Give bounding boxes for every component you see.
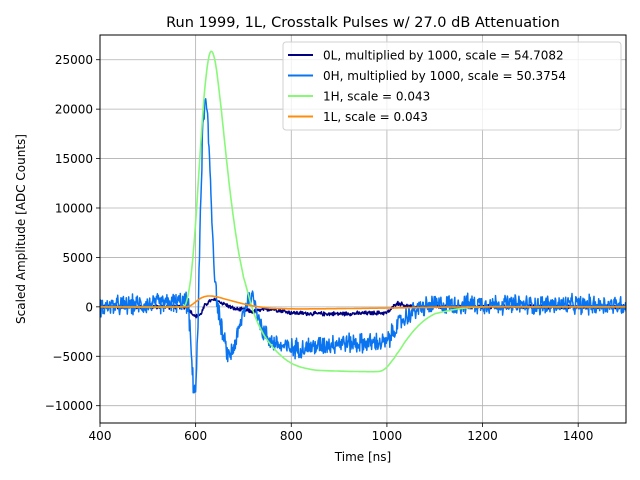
x-tick-label: 400 — [89, 429, 112, 443]
plot-frame — [99, 34, 627, 424]
series-line-3 — [100, 295, 626, 310]
x-tick-label: 1000 — [372, 429, 403, 443]
y-axis-label: Scaled Amplitude [ADC Counts] — [14, 134, 28, 324]
legend-label: 0H, multiplied by 1000, scale = 50.3754 — [323, 69, 566, 83]
series-group — [100, 50, 626, 394]
y-tick-label: 0 — [85, 300, 93, 314]
y-tick-label: 5000 — [62, 251, 93, 265]
series-line-1 — [100, 98, 626, 394]
y-tick-label: 20000 — [55, 103, 93, 117]
chart-title: Run 1999, 1L, Crosstalk Pulses w/ 27.0 d… — [166, 15, 560, 31]
x-tick-label: 1400 — [563, 429, 594, 443]
y-tick-label: 25000 — [55, 53, 93, 67]
y-tick-label: 15000 — [55, 152, 93, 166]
x-tick-label: 600 — [184, 429, 207, 443]
x-axis-label: Time [ns] — [334, 450, 391, 464]
x-axis: 400 600 800 1000 1200 1400 — [89, 423, 594, 443]
legend-box — [282, 41, 622, 131]
y-tick-label: 10000 — [55, 201, 93, 215]
y-axis: −10000 −5000 0 5000 10000 15000 20000 25000 — [45, 53, 100, 413]
x-tick-label: 800 — [280, 429, 303, 443]
legend-label: 0L, multiplied by 1000, scale = 54.7082 — [323, 49, 564, 63]
legend-label: 1L, scale = 0.043 — [323, 110, 428, 124]
x-tick-label: 1200 — [467, 429, 498, 443]
legend-label: 1H, scale = 0.043 — [323, 90, 430, 104]
legend: 0L, multiplied by 1000, scale = 54.7082 0… — [282, 41, 622, 131]
y-tick-label: −10000 — [45, 399, 93, 413]
y-tick-label: −5000 — [52, 350, 93, 364]
